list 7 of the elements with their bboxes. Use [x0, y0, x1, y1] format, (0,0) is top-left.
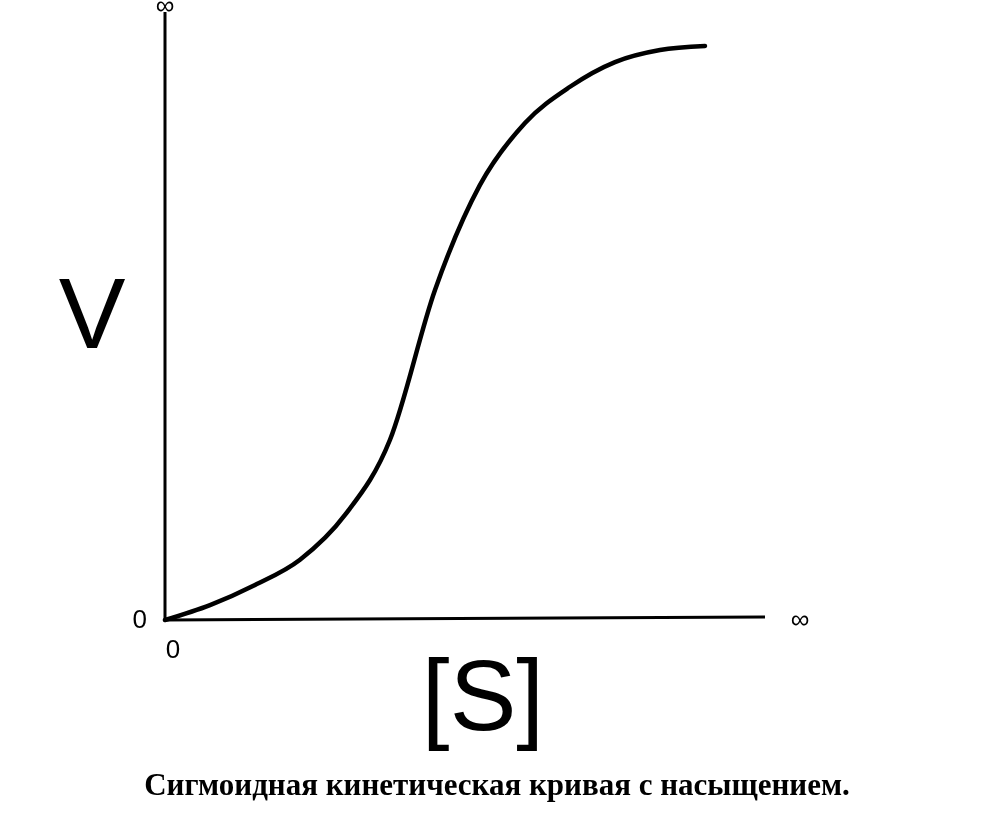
text: ∞: [155, 0, 175, 20]
text: 0: [165, 634, 181, 664]
text: ∞: [790, 604, 810, 634]
annotation: 0: [132, 604, 147, 634]
text: Сигмоидная кинетическая кривая с насыщением.: [144, 767, 850, 802]
x-axis-title: [S]: [421, 639, 545, 751]
y-axis-title: V: [58, 257, 126, 369]
